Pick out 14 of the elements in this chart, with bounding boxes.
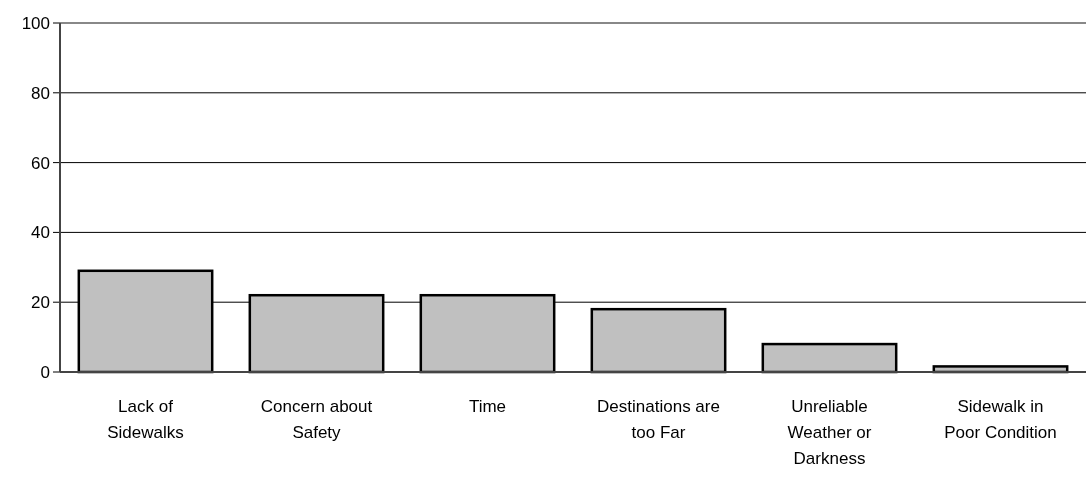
y-tick-label: 80 [31, 83, 50, 103]
y-tick-label: 60 [31, 153, 50, 173]
x-tick-label: Concern about Safety [260, 397, 373, 442]
y-tick-label: 100 [21, 13, 50, 33]
bar [590, 307, 727, 374]
x-tick-label: Destinations are too Far [597, 397, 720, 442]
bar [761, 342, 898, 374]
x-tick-label: Lack of Sidewalks [107, 397, 184, 442]
x-tick-label: Time [468, 397, 507, 416]
y-tick-label: 40 [31, 223, 50, 243]
y-tick-label: 0 [40, 362, 50, 382]
y-tick-label: 20 [31, 293, 50, 313]
x-tick-label: Sidewalk in Poor Condition [944, 397, 1057, 442]
x-tick-label: Unreliable Weather or Darkness [787, 397, 872, 468]
